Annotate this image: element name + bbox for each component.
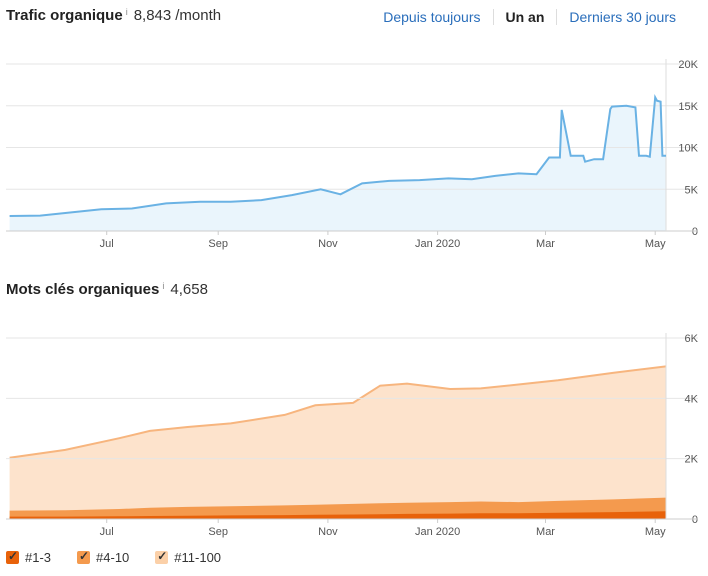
legend-label: #11-100 bbox=[174, 550, 222, 565]
legend-item-4-10[interactable]: ✓ #4-10 bbox=[77, 549, 130, 565]
y-tick-label: 15K bbox=[678, 101, 698, 113]
checkbox-11-100[interactable]: ✓ bbox=[155, 549, 169, 564]
x-tick-label: May bbox=[645, 238, 666, 250]
keywords-value: 4,658 bbox=[170, 281, 208, 298]
legend-label: #1-3 bbox=[25, 550, 52, 565]
y-tick-label: 20K bbox=[678, 59, 698, 71]
date-range-tabs: Depuis toujours Un an Derniers 30 jours bbox=[371, 9, 688, 25]
keywords-line-11-100 bbox=[9, 365, 667, 459]
traffic-unit: /month bbox=[175, 7, 222, 24]
checkbox-top3[interactable]: ✓ bbox=[6, 549, 19, 564]
x-tick-label: Jul bbox=[100, 526, 114, 538]
x-tick-label: Nov bbox=[318, 238, 338, 250]
legend-item-top3[interactable]: ✓ #1-3 bbox=[6, 549, 52, 565]
traffic-title: Trafic organique bbox=[6, 7, 123, 24]
keywords-legend: ✓ #1-3 ✓ #4-10 ✓ #11-100 bbox=[6, 549, 247, 565]
y-tick-label: 4K bbox=[685, 393, 699, 405]
legend-item-11-100[interactable]: ✓ #11-100 bbox=[155, 549, 222, 565]
x-tick-label: Jan 2020 bbox=[415, 526, 460, 538]
x-tick-label: Mar bbox=[536, 526, 555, 538]
x-tick-label: Mar bbox=[536, 238, 555, 250]
keywords-header: Mots clés organiques i 4,658 bbox=[6, 281, 208, 298]
y-tick-label: 0 bbox=[692, 514, 698, 526]
info-icon[interactable]: i bbox=[125, 7, 128, 17]
tab-last-30-days[interactable]: Derniers 30 jours bbox=[569, 9, 676, 25]
x-tick-label: Jul bbox=[100, 238, 114, 250]
y-tick-label: 10K bbox=[678, 143, 698, 155]
y-tick-label: 6K bbox=[685, 333, 699, 345]
check-icon: ✓ bbox=[8, 549, 19, 563]
y-tick-label: 0 bbox=[692, 226, 698, 238]
check-icon: ✓ bbox=[157, 549, 168, 563]
x-tick-label: Sep bbox=[208, 238, 228, 250]
keywords-title: Mots clés organiques bbox=[6, 281, 160, 298]
keywords-area-top3 bbox=[9, 511, 666, 519]
info-icon[interactable]: i bbox=[162, 281, 165, 291]
traffic-header: Trafic organique i 8,843 /month bbox=[6, 7, 221, 24]
keywords-chart: 0 2K 4K 6K Jul Sep Nov Jan 2020 Mar May bbox=[6, 333, 699, 538]
checkbox-4-10[interactable]: ✓ bbox=[77, 549, 91, 564]
traffic-line bbox=[9, 94, 666, 217]
y-tick-label: 2K bbox=[685, 454, 699, 466]
traffic-chart: 0 5K 10K 15K 20K Jul Sep Nov Jan 2020 Mar May bbox=[6, 59, 699, 250]
tab-one-year[interactable]: Un an bbox=[505, 9, 545, 25]
tab-divider bbox=[556, 9, 558, 25]
x-tick-label: May bbox=[645, 526, 666, 538]
keywords-area-11-100 bbox=[9, 366, 666, 519]
tab-all-time[interactable]: Depuis toujours bbox=[383, 9, 481, 25]
traffic-area bbox=[9, 97, 666, 232]
traffic-value: 8,843 bbox=[133, 7, 172, 24]
check-icon: ✓ bbox=[79, 549, 90, 563]
legend-label: #4-10 bbox=[96, 550, 130, 565]
tab-divider bbox=[492, 9, 494, 25]
x-tick-label: Jan 2020 bbox=[415, 238, 460, 250]
x-tick-label: Nov bbox=[318, 526, 338, 538]
y-tick-label: 5K bbox=[685, 184, 699, 196]
x-tick-label: Sep bbox=[208, 526, 228, 538]
